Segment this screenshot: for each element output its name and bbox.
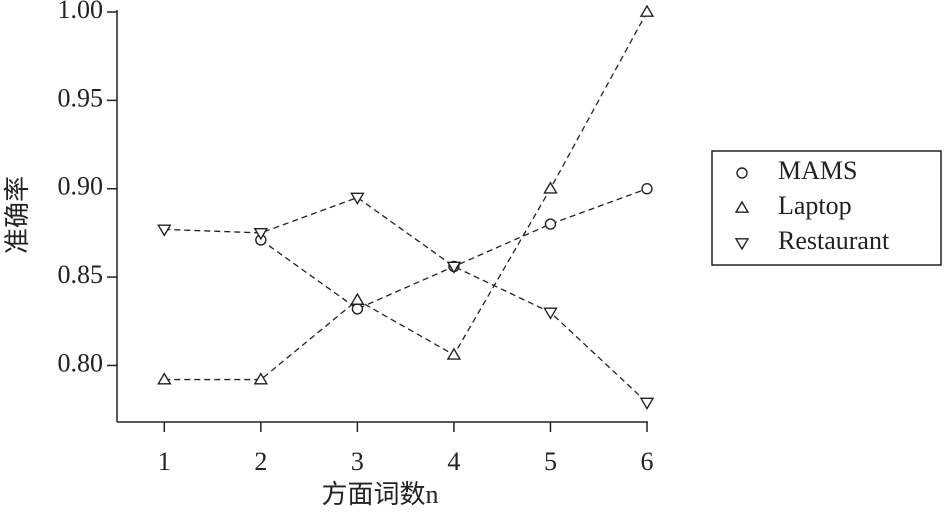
series-line [164, 196, 648, 404]
data-point [253, 228, 269, 241]
legend-box [711, 150, 942, 266]
data-point [157, 224, 172, 237]
legend-label: MAMS [778, 156, 857, 185]
data-point [253, 372, 269, 385]
data-point [350, 292, 365, 305]
x-axis-label: 方面词数n [321, 480, 438, 509]
series-line [164, 11, 648, 381]
x-tick-label: 4 [447, 447, 460, 476]
data-point [641, 183, 653, 195]
y-tick-label: 0.85 [58, 260, 104, 289]
data-point [351, 303, 364, 315]
data-point [543, 181, 558, 194]
series-line [260, 188, 648, 310]
data-point [350, 192, 365, 205]
legend-marker [734, 238, 750, 251]
x-tick-label: 3 [351, 447, 364, 476]
legend-label: Restaurant [778, 226, 890, 255]
legend-label: Laptop [778, 191, 852, 220]
data-point [639, 397, 655, 410]
x-tick-label: 2 [254, 447, 267, 476]
data-point [544, 218, 557, 230]
y-tick-label: 0.90 [58, 172, 104, 201]
legend-marker [734, 200, 750, 213]
data-point [543, 307, 558, 320]
y-axis-label: 准确率 [3, 176, 32, 254]
data-point [446, 347, 462, 360]
y-tick-label: 1.00 [58, 0, 104, 24]
y-tick-label: 0.95 [58, 83, 104, 112]
legend-marker [736, 167, 748, 179]
y-tick-label: 0.80 [58, 348, 104, 377]
data-point [639, 4, 655, 17]
x-tick-label: 5 [544, 447, 557, 476]
x-tick-label: 1 [158, 447, 171, 476]
data-point [446, 261, 462, 274]
data-point [157, 372, 172, 385]
x-tick-label: 6 [641, 447, 654, 476]
